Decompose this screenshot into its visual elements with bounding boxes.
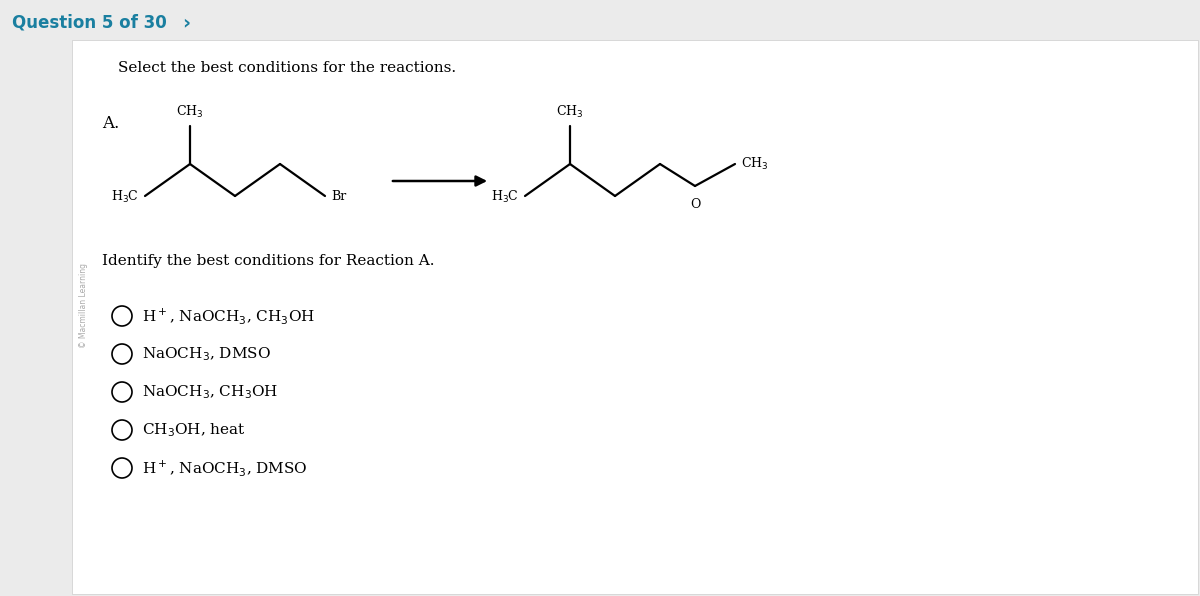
Text: CH$_3$OH, heat: CH$_3$OH, heat [142, 421, 246, 439]
Text: Question 5 of 30: Question 5 of 30 [12, 14, 167, 32]
Text: H$^+$, NaOCH$_3$, DMSO: H$^+$, NaOCH$_3$, DMSO [142, 458, 307, 478]
Text: CH$_3$: CH$_3$ [176, 104, 204, 120]
Text: © Macmillan Learning: © Macmillan Learning [79, 263, 88, 349]
Text: H$_3$C: H$_3$C [112, 189, 139, 205]
Text: NaOCH$_3$, CH$_3$OH: NaOCH$_3$, CH$_3$OH [142, 383, 278, 401]
Text: CH$_3$: CH$_3$ [557, 104, 583, 120]
Text: O: O [690, 198, 700, 211]
Text: CH$_3$: CH$_3$ [740, 156, 768, 172]
Text: Br: Br [331, 190, 347, 203]
FancyBboxPatch shape [72, 40, 1198, 594]
Text: Select the best conditions for the reactions.: Select the best conditions for the react… [118, 61, 456, 75]
Text: A.: A. [102, 116, 119, 132]
Text: H$_3$C: H$_3$C [491, 189, 520, 205]
Text: ›: › [182, 14, 190, 33]
Text: Identify the best conditions for Reaction A.: Identify the best conditions for Reactio… [102, 254, 434, 268]
Text: H$^+$, NaOCH$_3$, CH$_3$OH: H$^+$, NaOCH$_3$, CH$_3$OH [142, 306, 314, 326]
Text: NaOCH$_3$, DMSO: NaOCH$_3$, DMSO [142, 345, 271, 363]
